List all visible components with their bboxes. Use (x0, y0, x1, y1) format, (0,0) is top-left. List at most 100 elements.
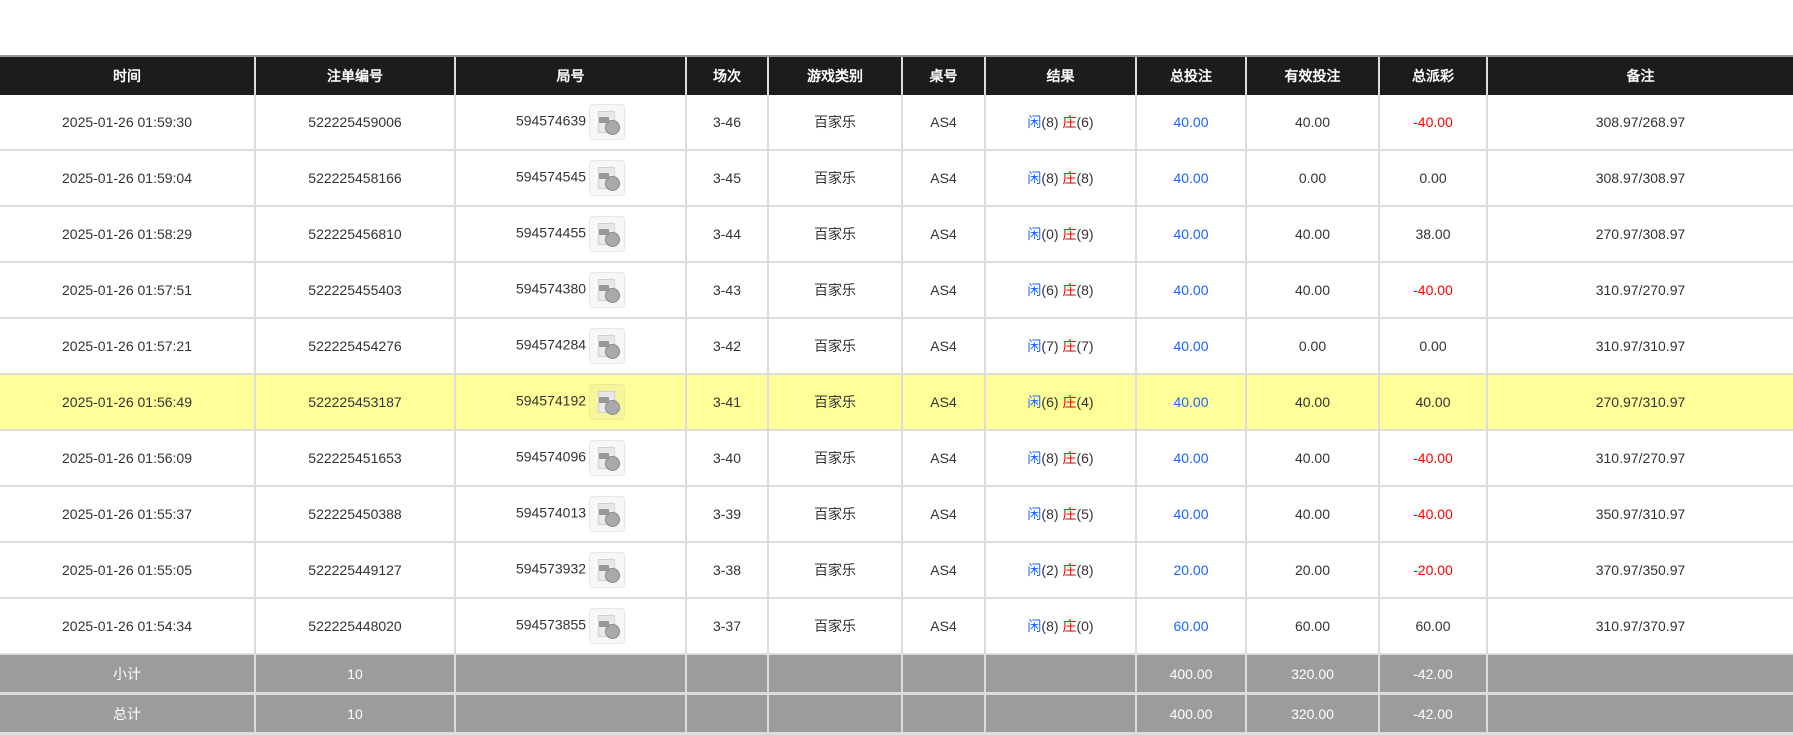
table-row[interactable]: 2025-01-26 01:55:05 522225449127 5945739… (0, 542, 1793, 599)
bet-records-table: 时间 注单编号 局号 场次 游戏类别 桌号 结果 总投注 有效投注 总派彩 备注 2025-01-2… (0, 55, 1793, 735)
round-cell: 594574013 (455, 486, 687, 543)
video-replay-icon[interactable] (589, 216, 626, 252)
total-bet-cell: 40.00 (1136, 318, 1247, 375)
column-header-time[interactable]: 时间 (0, 55, 255, 95)
total-bet-cell: 20.00 (1136, 542, 1247, 599)
bet-id-cell: 522225453187 (255, 374, 456, 431)
result-cell: 闲(0) 庄(9) (985, 206, 1137, 263)
bet-id-cell: 522225458166 (255, 150, 456, 207)
column-header-result[interactable]: 结果 (984, 55, 1136, 95)
time-cell: 2025-01-26 01:56:49 (0, 374, 256, 431)
column-header-round[interactable]: 局号 (454, 55, 686, 95)
result-cell: 闲(8) 庄(6) (985, 430, 1137, 487)
player-label: 闲 (1027, 450, 1042, 466)
round-number: 594574380 (515, 280, 587, 297)
result-cell: 闲(6) 庄(8) (985, 262, 1137, 319)
table-row[interactable]: 2025-01-26 01:59:30 522225459006 5945746… (0, 95, 1793, 151)
total-bet-cell: 40.00 (1136, 150, 1247, 207)
table-row[interactable]: 2025-01-26 01:57:21 522225454276 5945742… (0, 318, 1793, 375)
table-row[interactable]: 2025-01-26 01:59:04 522225458166 5945745… (0, 150, 1793, 207)
table-no-cell: AS4 (902, 598, 986, 655)
banker-score: (6) (1076, 450, 1094, 466)
banker-label: 庄 (1062, 282, 1077, 298)
video-replay-icon[interactable] (589, 384, 626, 420)
note-cell: 310.97/310.97 (1487, 318, 1793, 375)
video-replay-icon[interactable] (589, 496, 626, 532)
valid-bet-sum: 320.00 (1246, 693, 1380, 735)
total-count: 10 (255, 693, 456, 735)
column-header-valid-bet[interactable]: 有效投注 (1245, 55, 1379, 95)
video-replay-icon[interactable] (589, 552, 626, 588)
time-cell: 2025-01-26 01:56:09 (0, 430, 256, 487)
player-label: 闲 (1027, 506, 1042, 522)
table-no-cell: AS4 (902, 206, 986, 263)
bet-id-cell: 522225456810 (255, 206, 456, 263)
table-row[interactable]: 2025-01-26 01:56:49 522225453187 5945741… (0, 374, 1793, 431)
table-no-cell: AS4 (902, 430, 986, 487)
column-header-game-type[interactable]: 游戏类别 (767, 55, 902, 95)
payout-sum: -42.00 (1379, 693, 1488, 735)
game-type-cell: 百家乐 (768, 150, 903, 207)
total-bet-cell: 60.00 (1136, 598, 1247, 655)
table-no-cell: AS4 (902, 95, 986, 151)
table-row[interactable]: 2025-01-26 01:57:51 522225455403 5945743… (0, 262, 1793, 319)
table-row[interactable]: 2025-01-26 01:56:09 522225451653 5945740… (0, 430, 1793, 487)
payout-cell: -40.00 (1379, 430, 1488, 487)
result-cell: 闲(8) 庄(6) (985, 95, 1137, 151)
banker-label: 庄 (1062, 506, 1077, 522)
column-header-note[interactable]: 备注 (1486, 55, 1793, 95)
note-cell: 310.97/270.97 (1487, 262, 1793, 319)
video-replay-icon[interactable] (589, 104, 626, 140)
result-cell: 闲(2) 庄(8) (985, 542, 1137, 599)
shoe-cell: 3-43 (686, 262, 769, 319)
total-bet-cell: 40.00 (1136, 374, 1247, 431)
total-label: 小计 (0, 654, 256, 695)
video-replay-icon[interactable] (589, 608, 626, 644)
player-score: (8) (1041, 170, 1059, 186)
valid-bet-sum: 320.00 (1246, 654, 1380, 695)
result-cell: 闲(8) 庄(0) (985, 598, 1137, 655)
round-cell: 594574639 (455, 95, 687, 151)
valid-bet-cell: 40.00 (1246, 95, 1380, 151)
shoe-cell: 3-39 (686, 486, 769, 543)
player-label: 闲 (1027, 114, 1042, 130)
round-number: 594574192 (515, 392, 587, 409)
table-row[interactable]: 2025-01-26 01:58:29 522225456810 5945744… (0, 206, 1793, 263)
video-replay-icon[interactable] (589, 328, 626, 364)
column-header-payout[interactable]: 总派彩 (1378, 55, 1487, 95)
total-count: 10 (255, 654, 456, 695)
player-score: (6) (1041, 394, 1059, 410)
note-cell: 370.97/350.97 (1487, 542, 1793, 599)
video-replay-icon[interactable] (589, 272, 626, 308)
round-cell: 594574192 (455, 374, 687, 431)
banker-label: 庄 (1062, 114, 1077, 130)
video-replay-icon[interactable] (589, 440, 626, 476)
payout-cell: 38.00 (1379, 206, 1488, 263)
table-row[interactable]: 2025-01-26 01:54:34 522225448020 5945738… (0, 598, 1793, 655)
bet-id-cell: 522225455403 (255, 262, 456, 319)
column-header-shoe[interactable]: 场次 (685, 55, 768, 95)
player-score: (0) (1041, 226, 1059, 242)
column-header-total-bet[interactable]: 总投注 (1135, 55, 1246, 95)
table-row[interactable]: 2025-01-26 01:55:37 522225450388 5945740… (0, 486, 1793, 543)
shoe-cell: 3-46 (686, 95, 769, 151)
round-cell: 594573855 (455, 598, 687, 655)
total-bet-cell: 40.00 (1136, 486, 1247, 543)
shoe-cell: 3-45 (686, 150, 769, 207)
table-no-cell: AS4 (902, 486, 986, 543)
payout-cell: -40.00 (1379, 262, 1488, 319)
time-cell: 2025-01-26 01:59:30 (0, 95, 256, 151)
game-type-cell: 百家乐 (768, 206, 903, 263)
time-cell: 2025-01-26 01:59:04 (0, 150, 256, 207)
column-header-bet-id[interactable]: 注单编号 (254, 55, 455, 95)
game-type-cell: 百家乐 (768, 374, 903, 431)
column-header-table-no[interactable]: 桌号 (901, 55, 985, 95)
result-cell: 闲(7) 庄(7) (985, 318, 1137, 375)
game-type-cell: 百家乐 (768, 262, 903, 319)
valid-bet-cell: 40.00 (1246, 430, 1380, 487)
table-header: 时间 注单编号 局号 场次 游戏类别 桌号 结果 总投注 有效投注 总派彩 备注 (0, 55, 1793, 95)
video-replay-icon[interactable] (589, 160, 626, 196)
round-cell: 594574545 (455, 150, 687, 207)
shoe-cell: 3-44 (686, 206, 769, 263)
time-cell: 2025-01-26 01:58:29 (0, 206, 256, 263)
